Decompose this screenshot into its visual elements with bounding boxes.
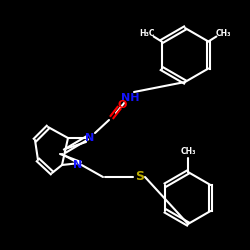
Text: N: N (86, 133, 94, 143)
Text: O: O (117, 100, 127, 110)
Text: NH: NH (121, 93, 139, 103)
Text: CH₃: CH₃ (180, 148, 196, 156)
Text: CH₃: CH₃ (216, 29, 231, 38)
Text: H₃C: H₃C (139, 29, 154, 38)
Text: S: S (136, 170, 144, 183)
Text: N: N (74, 160, 82, 170)
